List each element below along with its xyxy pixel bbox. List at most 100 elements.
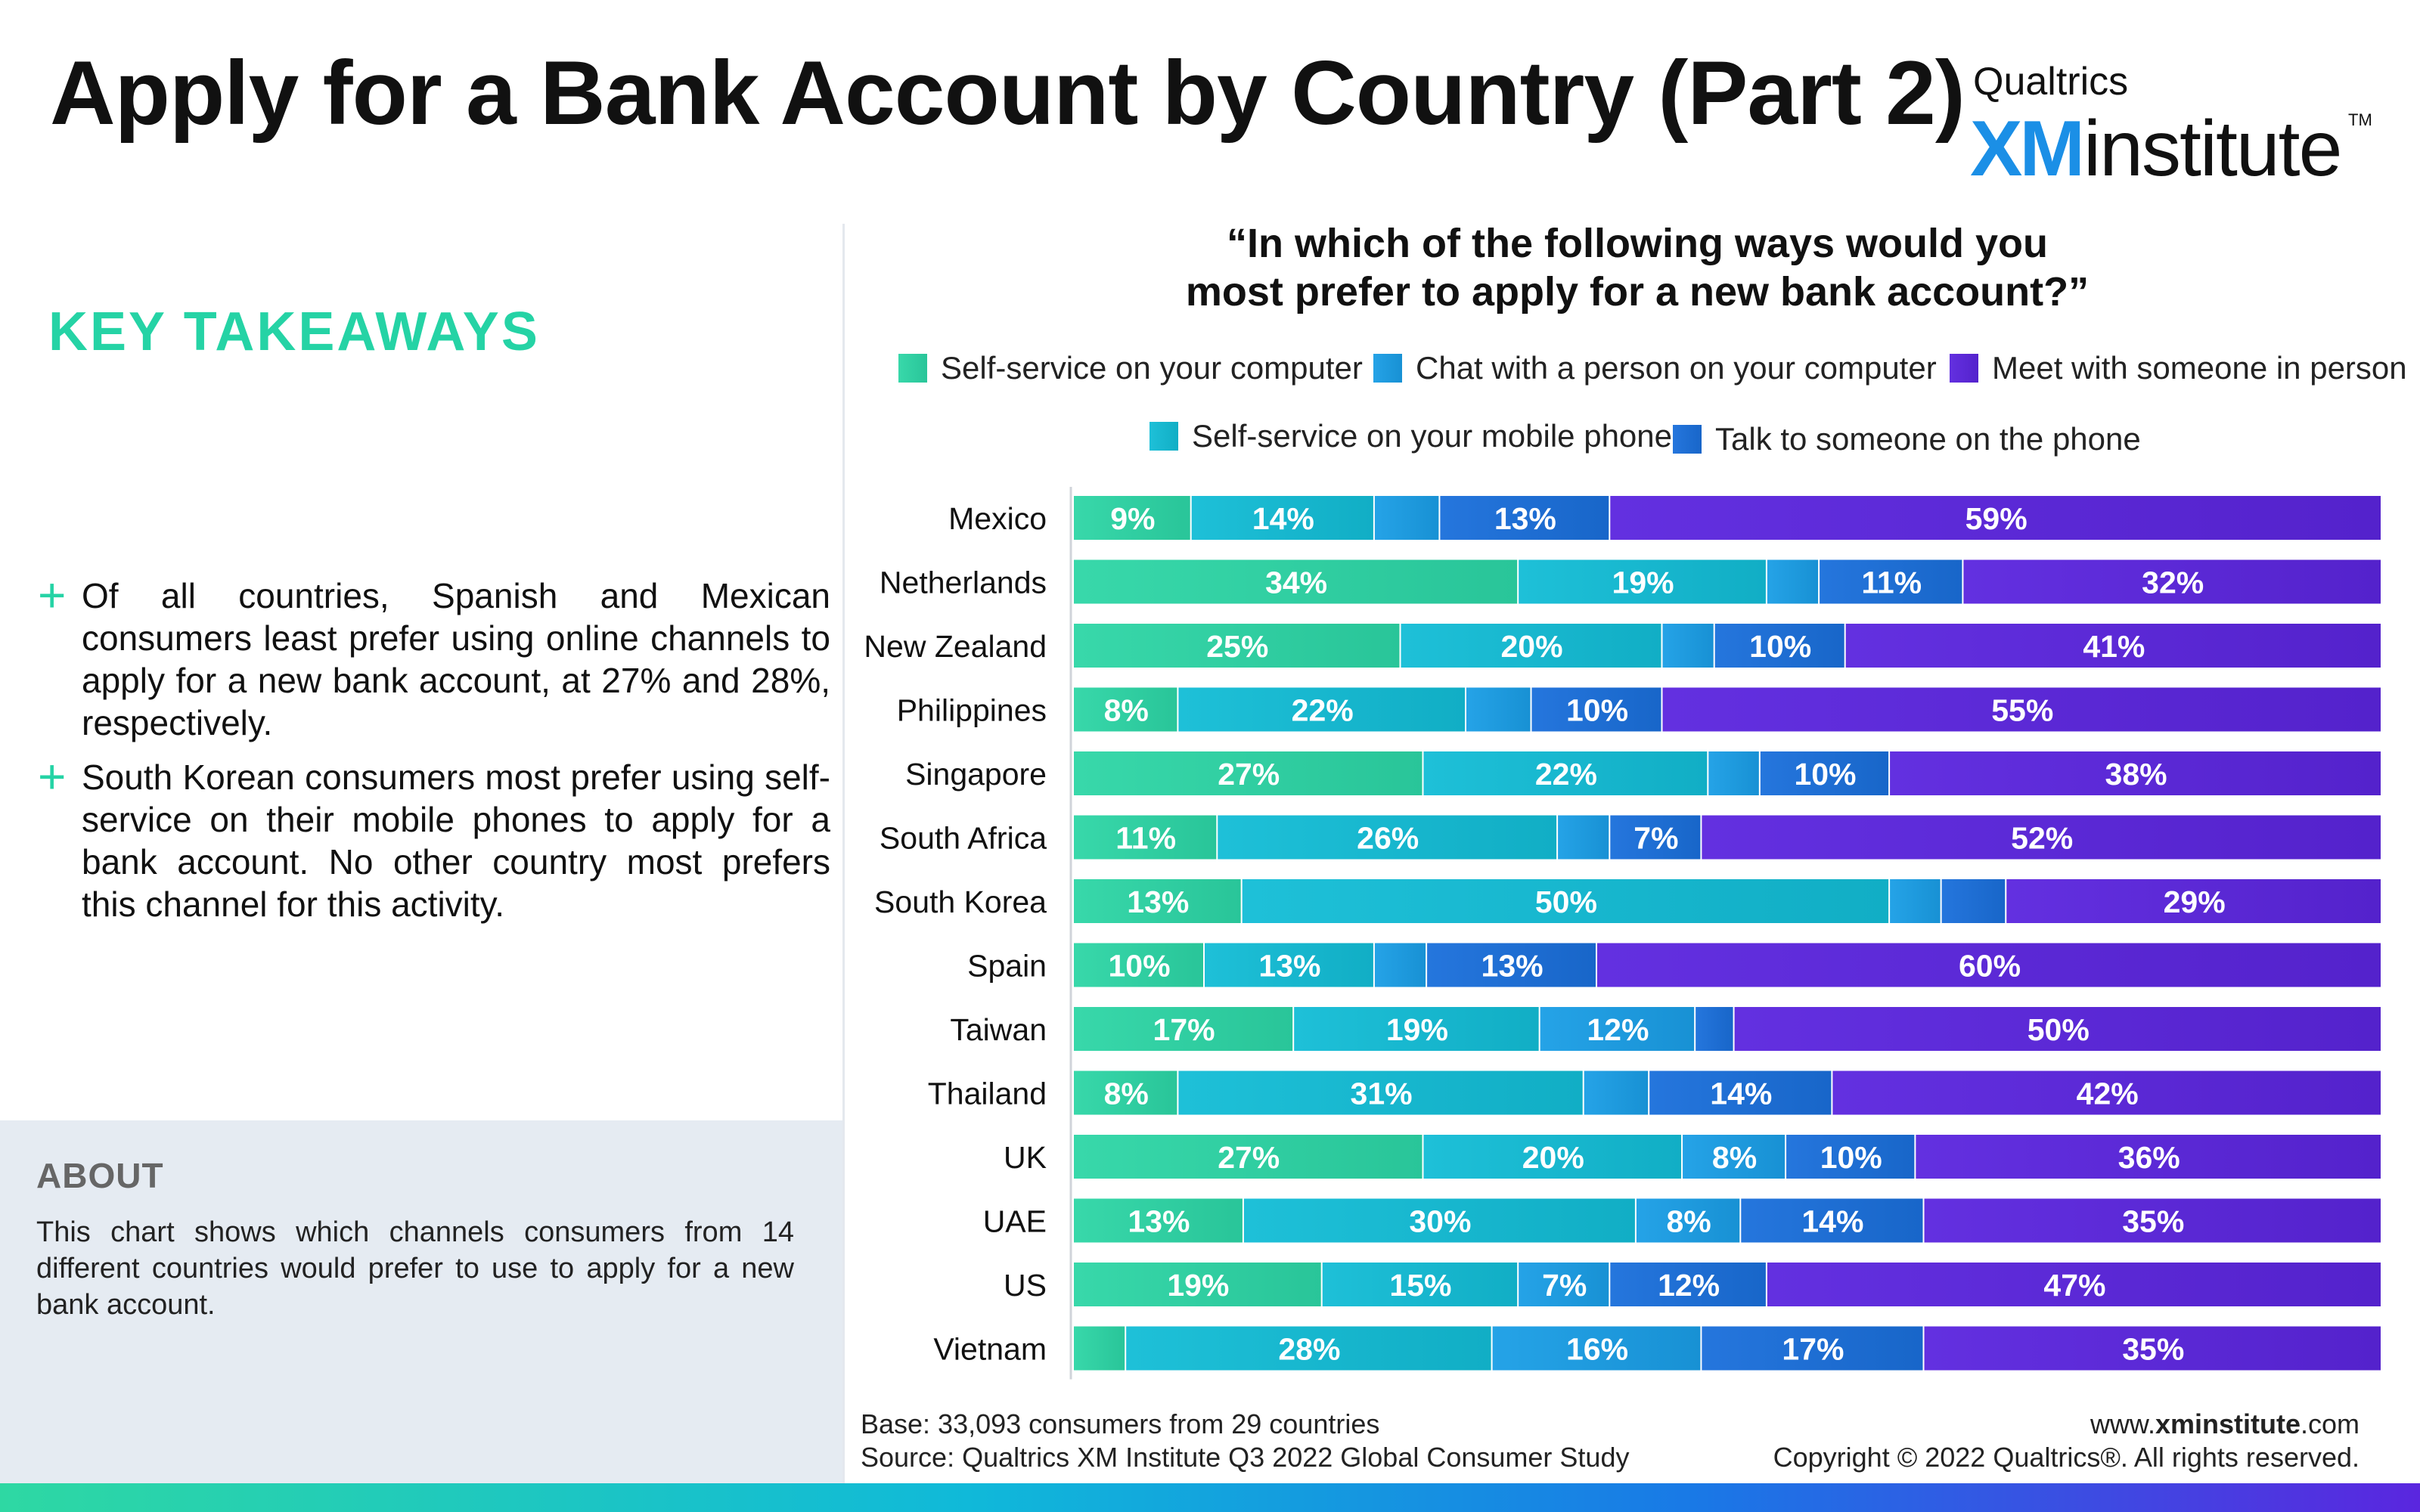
bar-segment [1074,943,1203,987]
bar-segment [1074,1007,1293,1051]
bar-segment [1074,751,1423,795]
category-label: South Korea [874,885,1047,919]
bar-segment [1427,943,1596,987]
bar-segment [1074,1326,1125,1371]
legend-label: Chat with a person on your computer [1416,350,1937,386]
legend-label: Meet with someone in person [1992,350,2407,386]
data-label: 52% [2011,821,2073,856]
data-label: 50% [1535,885,1597,919]
data-label: 7% [1634,821,1678,856]
bar-segment [1734,1007,2381,1051]
data-label: 27% [1218,757,1280,792]
bar-segment [1243,1198,1635,1243]
data-label: 19% [1612,565,1674,600]
legend-item: Chat with a person on your computer [1373,349,1937,387]
bar-segment [1702,815,2381,860]
footer-copyright-line: Copyright © 2022 Qualtrics®. All rights … [1773,1442,2360,1473]
bar-segment [1683,1135,1786,1179]
about-text: This chart shows which channels consumer… [36,1216,794,1321]
bar-segment [1178,687,1465,732]
bar-segment [1242,879,1889,923]
bar-segment [1126,1326,1491,1371]
footer-copyright: www.xminstitute.com Copyright © 2022 Qua… [1773,1408,2360,1474]
legend-swatch [1150,422,1178,451]
footer-base: Base: 33,093 consumers from 29 countries [861,1408,1380,1439]
footer-source: Base: 33,093 consumers from 29 countries… [861,1408,1629,1474]
legend-swatch [1950,354,1978,383]
about-heading: ABOUT [36,1156,164,1195]
bar-segment [1191,496,1373,540]
bottom-gradient-band [0,1483,2420,1512]
data-label: 14% [1710,1077,1772,1111]
data-label: 19% [1386,1012,1448,1047]
bar-segment [1941,879,2006,923]
bar-segment [1074,687,1177,732]
category-label: New Zealand [864,629,1047,664]
bar-segment [1916,1135,2381,1179]
data-label: 13% [1481,949,1544,984]
data-label: 22% [1535,757,1597,792]
plus-icon: + [38,749,67,804]
bar-segment [1610,1263,1766,1306]
footer-website[interactable]: www.xminstitute.com [1773,1408,2360,1441]
bar-segment [1636,1198,1740,1243]
data-label: 26% [1357,821,1419,856]
data-label: 60% [1959,949,2021,984]
legend-label: Talk to someone on the phone [1715,421,2141,457]
data-label: 10% [1749,629,1811,664]
data-label: 36% [2118,1140,2180,1175]
data-label: 59% [1965,501,2028,536]
bar-segment [1820,559,1962,604]
data-label: 19% [1167,1268,1229,1303]
data-label: 41% [2083,629,2145,664]
bar-segment [1218,815,1557,860]
data-label: 28% [1278,1332,1340,1367]
bar-segment [1714,624,1844,668]
website-domain: xminstitute [2155,1408,2301,1439]
category-label: Thailand [928,1077,1047,1111]
bar-segment [1519,1263,1609,1306]
data-label: 8% [1104,693,1149,728]
logo-xm: XM [1970,105,2085,193]
category-label: Taiwan [950,1012,1047,1047]
bar-segment [1558,815,1609,860]
data-label: 20% [1522,1140,1584,1175]
data-label: 7% [1542,1268,1587,1303]
bar-segment [1963,559,2381,604]
legend-swatch [898,354,927,383]
bar-segment [1205,943,1373,987]
bar-segment [1074,815,1217,860]
bar-segment [1597,943,2381,987]
data-label: 8% [1712,1140,1757,1175]
data-label: 15% [1389,1268,1451,1303]
website-prefix: www. [2090,1408,2155,1439]
data-label: 35% [2122,1204,2184,1239]
data-label: 10% [1108,949,1170,984]
data-label: 11% [1115,821,1176,856]
chart-title: “In which of the following ways would yo… [1028,219,2246,316]
bar-segment [1074,559,1518,604]
data-label: 29% [2164,885,2226,919]
data-label: 10% [1820,1140,1882,1175]
data-label: 55% [1991,693,2053,728]
bar-segment [1374,496,1439,540]
data-label: 16% [1566,1332,1628,1367]
bar-segment [2006,879,2381,923]
category-label: Spain [967,949,1047,984]
data-label: 17% [1782,1332,1844,1367]
bar-segment [1374,943,1426,987]
takeaway-text: Of all countries, Spanish and Mexican co… [82,576,830,742]
bar-segment [1708,751,1759,795]
data-label: 8% [1666,1204,1711,1239]
data-label: 27% [1218,1140,1280,1175]
data-label: 35% [2122,1332,2184,1367]
data-label: 47% [2043,1268,2105,1303]
data-label: 13% [1127,885,1189,919]
category-label: Netherlands [880,565,1047,600]
bar-segment [1610,815,1701,860]
category-label: UAE [983,1204,1047,1239]
data-label: 31% [1351,1077,1413,1111]
bar-segment [1584,1070,1649,1115]
bar-segment [1832,1070,2381,1115]
